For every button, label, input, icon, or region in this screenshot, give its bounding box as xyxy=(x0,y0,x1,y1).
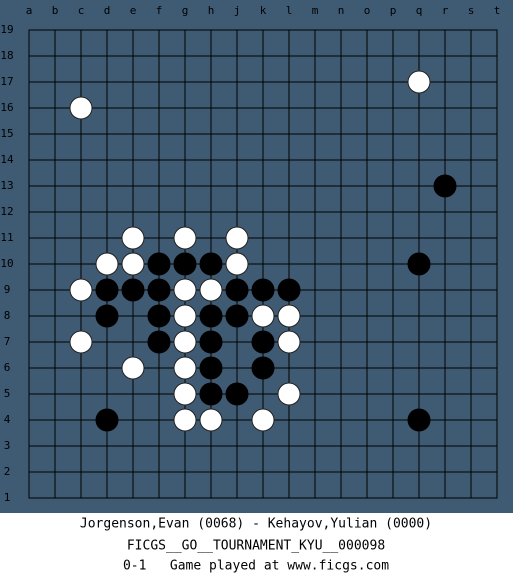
white-stone xyxy=(225,226,249,250)
column-label: k xyxy=(260,4,267,17)
row-label: 11 xyxy=(0,231,13,244)
black-stone xyxy=(95,278,119,302)
black-stone xyxy=(225,278,249,302)
column-label: o xyxy=(364,4,371,17)
column-label: b xyxy=(52,4,59,17)
white-stone xyxy=(121,226,145,250)
column-label: f xyxy=(156,4,163,17)
row-label: 17 xyxy=(0,75,13,88)
column-label: r xyxy=(442,4,449,17)
black-stone xyxy=(251,278,275,302)
white-stone xyxy=(121,356,145,380)
row-label: 9 xyxy=(4,283,11,296)
black-stone xyxy=(199,252,223,276)
row-label: 6 xyxy=(4,361,11,374)
black-stone xyxy=(199,382,223,406)
black-stone xyxy=(225,382,249,406)
black-stone xyxy=(199,304,223,328)
white-stone xyxy=(95,252,119,276)
row-label: 16 xyxy=(0,101,13,114)
tournament: FICGS__GO__TOURNAMENT_KYU__000098 xyxy=(127,539,385,554)
row-label: 10 xyxy=(0,257,13,270)
black-stone xyxy=(251,330,275,354)
white-stone xyxy=(407,70,431,94)
white-stone xyxy=(173,408,197,432)
black-stone xyxy=(147,278,171,302)
column-label: q xyxy=(416,4,423,17)
white-stone xyxy=(121,252,145,276)
white-stone xyxy=(225,252,249,276)
black-stone xyxy=(147,252,171,276)
column-label: p xyxy=(390,4,397,17)
column-label: s xyxy=(468,4,475,17)
column-label: d xyxy=(104,4,111,17)
white-stone xyxy=(277,382,301,406)
row-label: 2 xyxy=(4,465,11,478)
column-label: a xyxy=(26,4,33,17)
black-stone xyxy=(147,304,171,328)
white-stone xyxy=(173,356,197,380)
result: 0-1 Game played at www.ficgs.com xyxy=(123,559,389,574)
row-label: 13 xyxy=(0,179,13,192)
column-label: g xyxy=(182,4,189,17)
black-stone xyxy=(225,304,249,328)
black-stone xyxy=(147,330,171,354)
row-label: 1 xyxy=(4,491,11,504)
row-label: 18 xyxy=(0,49,13,62)
row-label: 12 xyxy=(0,205,13,218)
column-label: m xyxy=(312,4,319,17)
players: Jorgenson,Evan (0068) - Kehayov,Yulian (… xyxy=(80,517,432,532)
white-stone xyxy=(251,408,275,432)
black-stone xyxy=(433,174,457,198)
black-stone xyxy=(251,356,275,380)
row-label: 7 xyxy=(4,335,11,348)
white-stone xyxy=(173,278,197,302)
black-stone xyxy=(407,408,431,432)
column-label: l xyxy=(286,4,293,17)
stones xyxy=(69,70,457,432)
row-label: 5 xyxy=(4,387,11,400)
black-stone xyxy=(199,330,223,354)
white-stone xyxy=(69,278,93,302)
row-label: 14 xyxy=(0,153,14,166)
black-stone xyxy=(199,356,223,380)
column-label: t xyxy=(494,4,501,17)
black-stone xyxy=(277,278,301,302)
white-stone xyxy=(69,330,93,354)
white-stone xyxy=(251,304,275,328)
white-stone xyxy=(173,226,197,250)
column-label: e xyxy=(130,4,137,17)
white-stone xyxy=(199,278,223,302)
white-stone xyxy=(199,408,223,432)
white-stone xyxy=(277,304,301,328)
white-stone xyxy=(277,330,301,354)
black-stone xyxy=(121,278,145,302)
board-background xyxy=(0,0,513,513)
column-label: n xyxy=(338,4,345,17)
column-label: h xyxy=(208,4,215,17)
black-stone xyxy=(95,304,119,328)
white-stone xyxy=(173,304,197,328)
row-label: 8 xyxy=(4,309,11,322)
black-stone xyxy=(95,408,119,432)
white-stone xyxy=(69,96,93,120)
black-stone xyxy=(407,252,431,276)
coordinates: a b c d e f g h j k l m n o p q r s t191817161514131211109… xyxy=(0,4,500,504)
black-stone xyxy=(173,252,197,276)
white-stone xyxy=(173,382,197,406)
column-label: j xyxy=(234,4,241,17)
row-label: 4 xyxy=(4,413,11,426)
row-label: 15 xyxy=(0,127,13,140)
white-stone xyxy=(173,330,197,354)
column-label: c xyxy=(78,4,85,17)
row-label: 19 xyxy=(0,23,13,36)
row-label: 3 xyxy=(4,439,11,452)
